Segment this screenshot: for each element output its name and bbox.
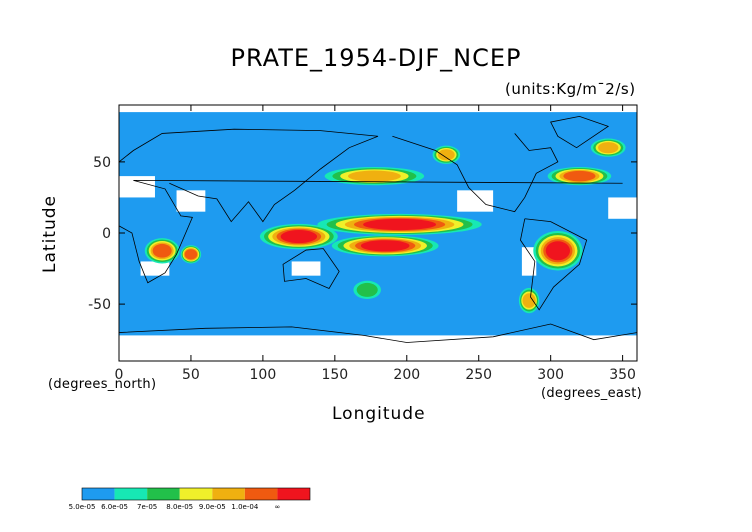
mexico-dry (457, 190, 494, 212)
precip-madagascar-level-5 (184, 249, 198, 260)
x-tick-label-100: 100 (250, 367, 277, 383)
x-tick-label-250: 250 (465, 367, 492, 383)
precip-amazon-level-6 (545, 241, 570, 261)
antarctic-low-precip (119, 335, 637, 361)
colorbar-frame (81, 487, 311, 501)
chart-title: PRATE_1954-DJF_NCEP (230, 44, 522, 72)
sahara-dry (119, 176, 155, 198)
units-label: (units:Kg/m¯2/s) (505, 80, 636, 98)
colorbar-label-5: 1.0e-04 (231, 503, 258, 511)
colorbar-label-4: 9.0e-05 (199, 503, 226, 511)
x-axis-label: Longitude (332, 404, 426, 424)
coast-south-america (520, 218, 588, 311)
colorbar-label-1: 6.0e-05 (101, 503, 128, 511)
x-tick-label-0: 0 (115, 367, 124, 383)
x-tick-label-200: 200 (393, 367, 420, 383)
arctic-low-precip (119, 105, 637, 113)
x-tick-label-300: 300 (537, 367, 564, 383)
precip-south-africa-level-5 (152, 243, 172, 258)
x-tick-label-50: 50 (182, 367, 200, 383)
colorbar-label-3: 8.0e-05 (166, 503, 193, 511)
y-tick-label--50: -50 (88, 297, 111, 313)
coast-greenland (550, 115, 610, 149)
precip-north-pacific-storm-track-level-4 (348, 170, 401, 182)
y-unit-note: (degrees_north) (48, 377, 157, 392)
coast-north-america (392, 133, 559, 213)
x-unit-note: (degrees_east) (541, 386, 643, 401)
colorbar-swatch-4 (212, 488, 245, 500)
kalahari-dry (140, 261, 170, 276)
colorbar-label-0: 5.0e-05 (69, 503, 96, 511)
precip-nz-level-2 (356, 282, 378, 297)
precip-maritime-continent-level-6 (280, 230, 318, 244)
precip-itcz-central-pacific-level-6 (363, 218, 437, 231)
colorbar-swatch-5 (244, 488, 278, 500)
colorbar-swatch-6 (277, 488, 310, 500)
atacama-dry (521, 247, 537, 276)
precip-alaska-coast-level-4 (437, 149, 455, 161)
colorbar-swatch-1 (114, 488, 148, 500)
precip-north-atlantic-east-level-4 (598, 142, 619, 154)
y-tick-label-50: 50 (93, 155, 111, 171)
precip-southern-chile-level-4 (522, 293, 536, 308)
coast-australia (282, 248, 340, 289)
colorbar-swatch-0 (82, 488, 115, 500)
colorbar-label-2: 7e-05 (137, 503, 157, 511)
x-tick-label-350: 350 (609, 367, 636, 383)
x-tick-label-150: 150 (321, 367, 348, 383)
precip-north-atlantic-storm-track-level-5 (563, 170, 596, 182)
coast-antarctica (118, 323, 638, 343)
y-tick-label-0: 0 (102, 226, 111, 242)
west-africa-dry (608, 197, 637, 219)
arabia-dry (176, 190, 206, 212)
coast-eurasia (118, 128, 379, 223)
colorbar-swatch-3 (179, 488, 213, 500)
australia-dry (291, 261, 321, 276)
coast-africa (118, 179, 623, 284)
colorbar-label-6: ∞ (275, 503, 281, 511)
colorbar-swatch-2 (147, 488, 180, 500)
precip-south-pacific-convergence-level-6 (360, 240, 410, 252)
